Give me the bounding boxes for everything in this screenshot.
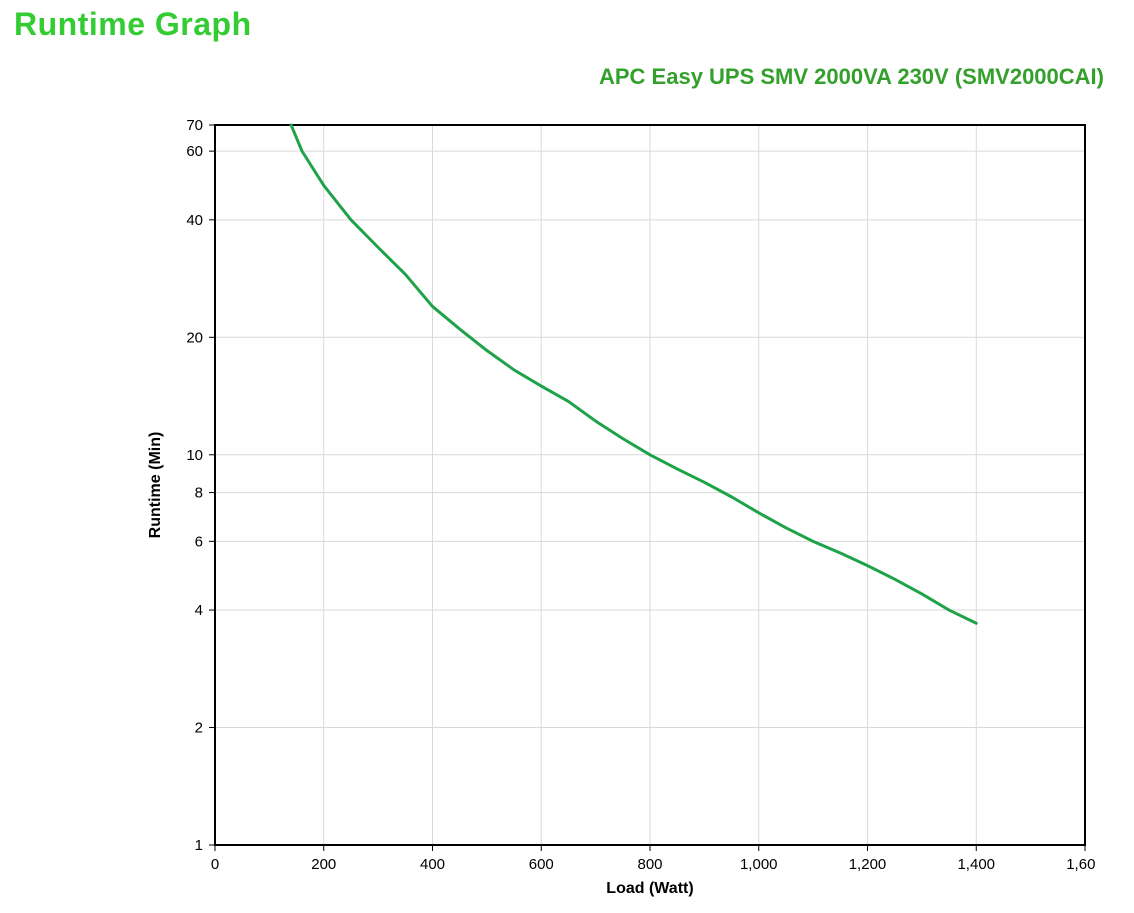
y-tick-label: 1: [195, 837, 203, 854]
page-subtitle: APC Easy UPS SMV 2000VA 230V (SMV2000CAI…: [599, 64, 1104, 90]
y-tick-label: 20: [186, 329, 203, 346]
x-tick-label: 800: [637, 856, 662, 873]
x-axis-label: Load (Watt): [606, 880, 693, 897]
y-tick-label: 70: [186, 120, 203, 134]
x-tick-label: 1,000: [740, 856, 778, 873]
y-tick-label: 4: [195, 602, 203, 619]
x-tick-label: 1,400: [957, 856, 995, 873]
y-tick-label: 40: [186, 212, 203, 229]
y-axis-label: Runtime (Min): [147, 432, 164, 539]
x-tick-label: 0: [211, 856, 219, 873]
x-tick-label: 1,200: [849, 856, 887, 873]
x-tick-label: 600: [529, 856, 554, 873]
x-tick-label: 400: [420, 856, 445, 873]
y-tick-label: 6: [195, 533, 203, 550]
y-tick-label: 10: [186, 447, 203, 464]
page-title: Runtime Graph: [14, 6, 252, 43]
y-tick-label: 60: [186, 143, 203, 160]
x-tick-label: 1,600: [1066, 856, 1095, 873]
y-tick-label: 2: [195, 720, 203, 737]
y-tick-label: 8: [195, 485, 203, 502]
x-tick-label: 200: [311, 856, 336, 873]
runtime-chart: 0 200 400 600 800 1,000 1,200 1,400 1,600 1 2 4 6 8 10…: [135, 120, 1095, 900]
